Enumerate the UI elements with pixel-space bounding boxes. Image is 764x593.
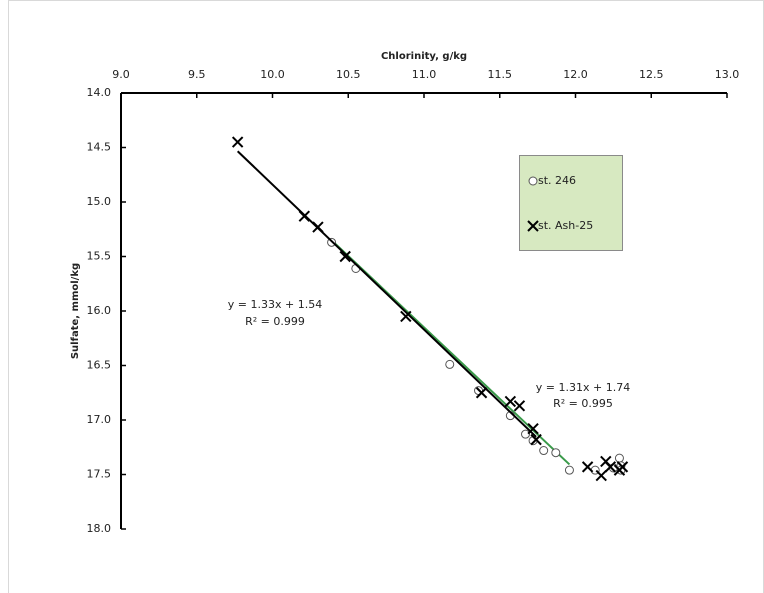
point <box>614 453 624 463</box>
point <box>445 359 455 369</box>
trendline <box>330 239 571 466</box>
trend-equation: y = 1.31x + 1.74 <box>536 381 630 394</box>
x-tick-label: 13.0 <box>715 68 740 81</box>
cross-stroke <box>298 210 311 222</box>
point <box>527 423 539 435</box>
point <box>400 310 412 323</box>
trend-r2: R² = 0.995 <box>553 397 613 410</box>
cross-stroke <box>604 461 617 473</box>
y-tick-label: 14.0 <box>87 86 112 99</box>
x-tick-label: 12.0 <box>563 68 588 81</box>
chart-frame <box>8 0 764 593</box>
point <box>513 400 526 412</box>
point <box>298 210 311 222</box>
point <box>521 429 531 439</box>
cross-stroke <box>400 310 412 323</box>
cross-stroke <box>513 400 526 412</box>
cross-stroke <box>231 136 244 148</box>
y-tick-label: 15.5 <box>87 250 112 263</box>
point <box>604 461 617 473</box>
x-tick-label: 11.0 <box>412 68 437 81</box>
point <box>528 176 538 186</box>
trend-r2: R² = 0.999 <box>245 315 305 328</box>
y-tick-label: 14.5 <box>87 141 112 154</box>
point <box>551 448 561 458</box>
y-tick-label: 17.0 <box>87 413 112 426</box>
point <box>527 220 539 232</box>
point <box>530 433 542 446</box>
x-tick-label: 10.5 <box>336 68 361 81</box>
y-tick-label: 16.0 <box>87 304 112 317</box>
y-tick-label: 17.5 <box>87 468 112 481</box>
point <box>339 250 351 263</box>
point <box>539 446 549 456</box>
y-axis-title: Sulfate, mmol/kg <box>70 263 81 359</box>
y-tick-label: 18.0 <box>87 522 112 535</box>
point <box>312 221 324 233</box>
x-axis-title: Chlorinity, g/kg <box>381 51 467 62</box>
point <box>595 469 607 482</box>
point <box>231 136 244 148</box>
point <box>581 461 594 473</box>
cross-stroke <box>312 221 324 233</box>
legend-label: st. Ash-25 <box>538 219 593 232</box>
x-tick-label: 10.0 <box>260 68 285 81</box>
point <box>564 465 574 475</box>
cross-stroke <box>581 461 594 473</box>
cross-stroke <box>527 423 539 435</box>
x-tick-label: 12.5 <box>639 68 664 81</box>
cross-stroke <box>530 433 542 446</box>
trend-equation: y = 1.33x + 1.54 <box>228 298 322 311</box>
point <box>504 395 517 408</box>
legend-label: st. 246 <box>538 174 576 187</box>
x-tick-label: 11.5 <box>488 68 513 81</box>
legend-box <box>519 155 623 251</box>
x-tick-label: 9.5 <box>188 68 206 81</box>
x-tick-label: 9.0 <box>112 68 130 81</box>
cross-stroke <box>475 387 488 399</box>
point <box>616 461 629 473</box>
cross-stroke <box>339 250 351 263</box>
y-tick-label: 15.0 <box>87 195 112 208</box>
y-tick-label: 16.5 <box>87 359 112 372</box>
cross-stroke <box>527 220 539 232</box>
point <box>475 387 488 399</box>
cross-stroke <box>504 395 517 408</box>
cross-stroke <box>616 461 629 473</box>
cross-stroke <box>595 469 607 482</box>
